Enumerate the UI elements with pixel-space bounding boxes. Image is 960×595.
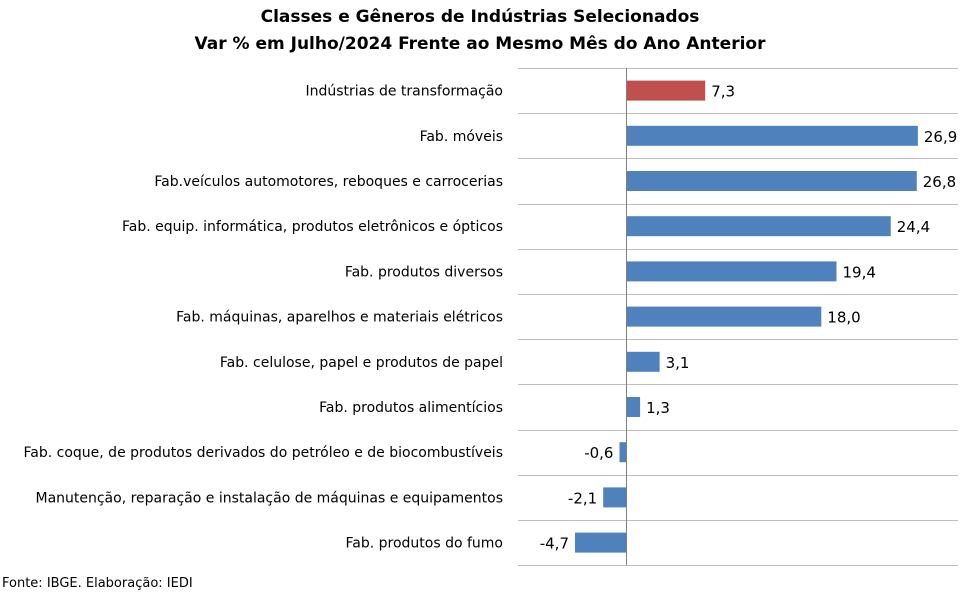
bar-6 [626,351,660,372]
category-label: Fab. móveis [420,129,503,145]
category-label: Manutenção, reparação e instalação de má… [35,490,503,506]
value-label: 3,1 [666,354,690,372]
value-label: 24,4 [897,218,930,236]
category-label: Fab. produtos alimentícios [319,400,503,416]
bar-0 [626,80,706,101]
bar-3 [626,216,891,237]
value-label: 7,3 [711,83,735,101]
bar-7 [626,397,641,417]
bar-8 [619,442,626,463]
category-label: Fab. produtos diversos [345,264,503,280]
bar-2 [626,171,917,191]
bar-10 [575,532,626,553]
value-label: -4,7 [540,535,569,553]
category-label: Fab. equip. informática, produtos eletrô… [122,219,503,235]
value-label: 26,8 [923,173,956,191]
bar-5 [626,306,822,327]
bar-4 [626,261,837,282]
category-label: Fab.veículos automotores, reboques e car… [154,174,503,190]
value-label: -0,6 [584,444,613,462]
value-label: 1,3 [646,399,670,417]
category-label: Fab. coque, de produtos derivados do pet… [24,445,503,461]
category-label: Fab. celulose, papel e produtos de papel [220,355,503,371]
category-label: Fab. máquinas, aparelhos e materiais elé… [176,310,503,326]
value-label: -2,1 [568,489,597,507]
value-label: 18,0 [827,309,860,327]
bar-chart: Indústrias de transformação 7,3 Fab. móvei… [24,68,958,566]
value-label: 19,4 [842,263,875,281]
chart-title: Classes e Gêneros de Indústrias Selecion… [260,7,700,27]
chart-subtitle: Var % em Julho/2024 Frente ao Mesmo Mês … [194,34,766,54]
source-note: Fonte: IBGE. Elaboração: IEDI [2,576,193,591]
category-label: Indústrias de transformação [305,84,503,100]
bar-1 [626,125,918,146]
value-label: 26,9 [924,128,957,146]
bar-9 [603,487,626,508]
category-label: Fab. produtos do fumo [346,536,504,552]
